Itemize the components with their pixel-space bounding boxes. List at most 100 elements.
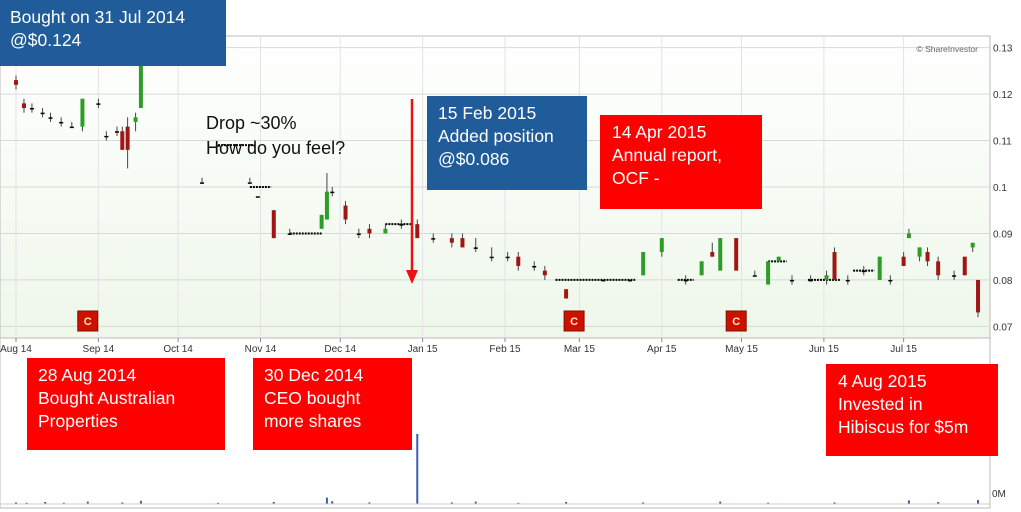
x-tick-label: Sep 14 [83, 344, 115, 355]
candle [460, 233, 465, 248]
candle [114, 126, 119, 136]
x-tick-label: Dec 14 [324, 344, 356, 355]
y-tick-label: 0.08 [993, 276, 1013, 287]
volume-bar [450, 502, 453, 504]
candle [976, 279, 981, 318]
x-tick-label: Jul 15 [890, 344, 917, 355]
candle [906, 228, 911, 239]
candle [888, 275, 893, 285]
annotation-bought: Bought on 31 Jul 2014 @$0.124 [0, 0, 226, 66]
candle [532, 261, 537, 271]
volume-bar [216, 502, 219, 504]
candle [710, 242, 715, 257]
volume-bar [719, 501, 722, 504]
candle [271, 210, 276, 239]
candle [734, 238, 739, 271]
candle [766, 261, 771, 285]
volume-bars [0, 434, 990, 505]
candle [489, 247, 494, 262]
annotation-drop: Drop ~30% How do you feel? [206, 113, 346, 158]
volume-bar [474, 501, 477, 504]
candle [877, 256, 882, 280]
volume-bar [642, 502, 645, 504]
volume-bar [272, 502, 275, 504]
event-marker: C [77, 310, 99, 332]
candle [21, 98, 26, 113]
candle [125, 117, 130, 169]
candle [287, 228, 292, 235]
candle [133, 112, 138, 132]
x-tick-label: Nov 14 [245, 344, 277, 355]
event-marker-label: C [570, 316, 578, 328]
candle [542, 265, 547, 280]
candle [367, 224, 372, 239]
volume-bar [325, 497, 328, 504]
volume-bar [833, 502, 836, 504]
y-tick-label: 0.1 [993, 183, 1007, 194]
candle [627, 279, 632, 282]
volume-bar [86, 501, 89, 504]
candle [845, 275, 850, 285]
candle [247, 177, 252, 184]
annotation-annual-report: 14 Apr 2015 Annual report, OCF - [600, 115, 762, 209]
candle [215, 145, 220, 147]
candle [824, 270, 829, 285]
candle [69, 121, 74, 129]
candle [399, 219, 404, 229]
x-tick-label: Jan 15 [408, 344, 438, 355]
y-tick-label: 0.12 [993, 90, 1013, 101]
candle [120, 126, 125, 150]
volume-bar [331, 501, 334, 504]
candle [752, 270, 757, 277]
candle [96, 98, 101, 109]
candle [776, 256, 781, 262]
event-marker-label: C [84, 316, 92, 328]
candle [356, 228, 361, 239]
volume-bar [977, 500, 980, 504]
volume-bar [907, 500, 910, 504]
volume-bar [517, 502, 520, 504]
x-tick-label: Oct 14 [163, 344, 193, 355]
x-tick-label: Mar 15 [564, 344, 596, 355]
candle [641, 252, 646, 276]
volume-bar [25, 502, 28, 504]
candle [952, 270, 957, 280]
x-tick-label: Apr 15 [647, 344, 677, 355]
candle [790, 275, 794, 285]
candle [59, 117, 64, 127]
event-marker: C [725, 310, 747, 332]
x-tick-label: Jun 15 [809, 344, 839, 355]
volume-bar [15, 502, 17, 504]
annotation-australian-properties: 28 Aug 2014 Bought Australian Properties [27, 358, 225, 450]
candle [449, 233, 454, 248]
candle [319, 214, 324, 229]
red-arrow [406, 99, 418, 284]
candle [200, 177, 205, 184]
candle [29, 103, 34, 113]
volume-bar [62, 502, 65, 504]
volume-bar [416, 434, 419, 504]
candle [48, 112, 53, 122]
volume-bar [565, 502, 568, 504]
candle [104, 131, 109, 141]
candle [255, 196, 260, 198]
y-tick-label: 0.13 [993, 44, 1013, 55]
volume-y-tick: 0M [992, 489, 1006, 500]
event-marker-label: C [732, 316, 740, 328]
y-tick-label: 0.09 [993, 229, 1013, 240]
annotation-added-position: 15 Feb 2015 Added position @$0.086 [427, 96, 587, 190]
candle [330, 187, 335, 197]
candle [473, 238, 478, 253]
candle [564, 289, 569, 299]
candle [40, 108, 45, 118]
candle [601, 279, 606, 282]
candle [832, 247, 837, 280]
candle [699, 261, 704, 276]
candle [861, 265, 866, 276]
candle [917, 247, 922, 262]
candle [80, 98, 85, 132]
x-axis: Aug 14 Sep 14 Oct 14 Nov 14 Dec 14 Jan 15 Feb … [0, 338, 917, 355]
candle [516, 252, 521, 271]
y-tick-label: 0.11 [993, 137, 1012, 148]
